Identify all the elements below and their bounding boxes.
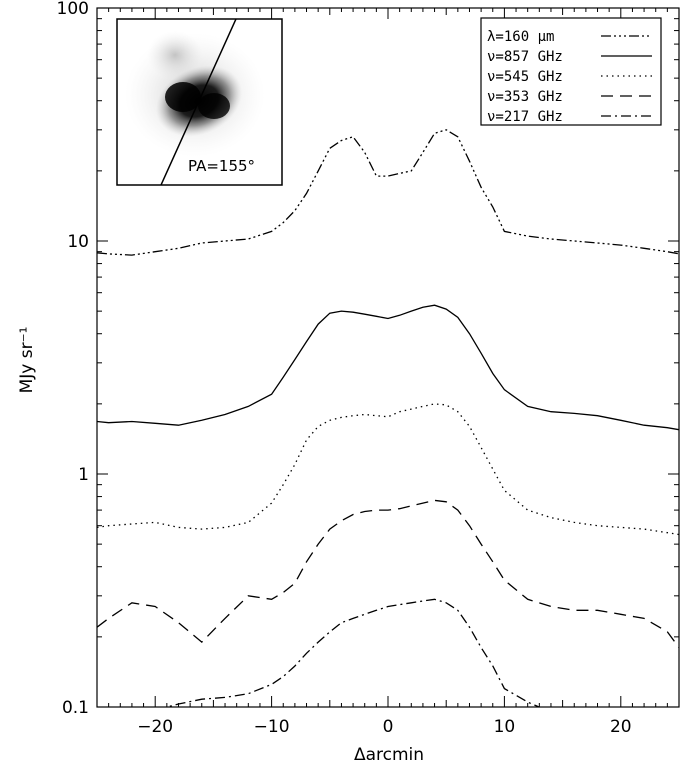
- y-axis-title: MJy sr⁻¹: [17, 327, 37, 394]
- position-angle-line: [160, 19, 237, 185]
- y-tick-label: 0.1: [62, 698, 89, 718]
- y-tick-label: 10: [67, 232, 89, 252]
- series-line-4: [164, 598, 541, 707]
- legend-label-0: λ=160 µm: [487, 29, 554, 45]
- series-line-1: [97, 304, 679, 431]
- legend: λ=160 µm ν=857 GHz ν=545 GHz ν=353 GHz ν=217…: [480, 17, 662, 126]
- inset-label: PA=155°: [188, 157, 255, 175]
- legend-label-2: ν=545 GHz: [487, 69, 563, 85]
- legend-label-1: ν=857 GHz: [487, 49, 563, 65]
- x-tick-label: 0: [383, 717, 394, 737]
- series-layer: [97, 129, 679, 707]
- legend-label-3: ν=353 GHz: [487, 89, 563, 105]
- inset-image: PA=155°: [116, 18, 283, 186]
- legend-label-4: ν=217 GHz: [487, 109, 563, 125]
- series-line-3: [97, 499, 679, 648]
- x-tick-label: −20: [137, 717, 173, 737]
- x-axis-title: Δarcmin: [354, 745, 424, 765]
- y-tick-label: 100: [57, 0, 89, 19]
- x-tick-label: 10: [494, 717, 516, 737]
- axes-layer: −20 −10 0 10 20 0.1 1 10 100: [57, 0, 680, 737]
- x-tick-label: 20: [610, 717, 632, 737]
- y-tick-label: 1: [78, 465, 89, 485]
- x-tick-label: −10: [254, 717, 290, 737]
